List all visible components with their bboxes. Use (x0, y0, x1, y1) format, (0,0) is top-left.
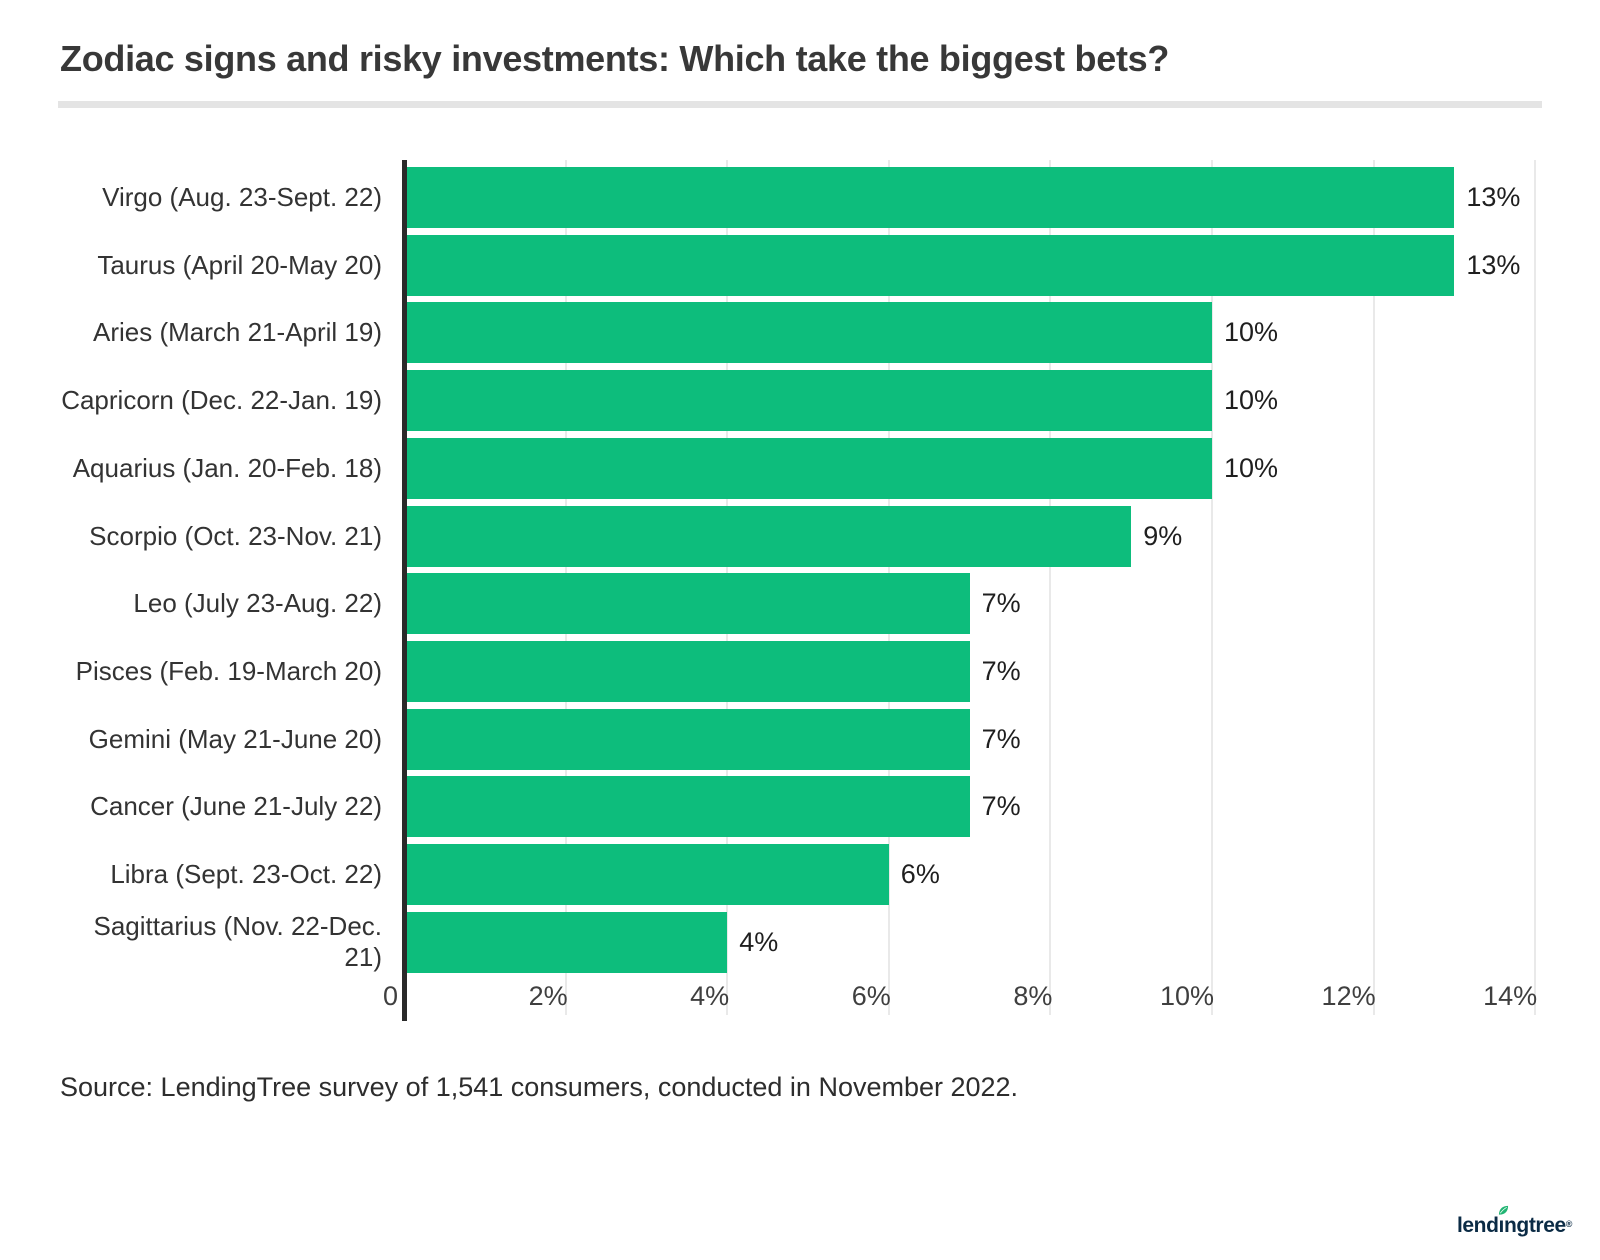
logo-text-before-i: lend (1456, 1214, 1499, 1237)
x-tick-label: 14% (1483, 980, 1538, 1011)
bar-cancer (407, 776, 970, 838)
source-note: Source: LendingTree survey of 1,541 cons… (60, 1072, 1019, 1102)
bar-taurus (407, 234, 1455, 296)
category-label: Pisces (Feb. 19-March 20) (75, 655, 382, 686)
category-label: Gemini (May 21-June 20) (88, 723, 382, 754)
x-tick-label: 0 (382, 980, 398, 1011)
title-divider (58, 101, 1542, 108)
bar-pisces (407, 640, 970, 702)
category-label: Libra (Sept. 23-Oct. 22) (110, 859, 382, 889)
gridline (1372, 160, 1375, 1015)
value-label: 7% (981, 791, 1021, 822)
bar-gemini (407, 708, 970, 770)
bar-virgo (407, 167, 1455, 228)
value-label: 13% (1466, 182, 1521, 212)
category-label: Leo (July 23-Aug. 22) (133, 588, 382, 619)
bar-aquarius (407, 437, 1212, 499)
value-label: 10% (1224, 317, 1279, 348)
logo-text-after-i: ngtree (1503, 1214, 1566, 1237)
bar-chart: Virgo (Aug. 23-Sept. 22) 13% Taurus (April… (60, 160, 1560, 1021)
gridline (1534, 160, 1537, 1015)
x-tick-label: 10% (1159, 980, 1214, 1011)
bar-capricorn (407, 370, 1212, 432)
bar-scorpio (407, 505, 1132, 567)
gridline (1049, 160, 1052, 1015)
value-label: 7% (981, 588, 1021, 619)
bar-sagittarius (407, 911, 728, 973)
leaf-icon (1498, 1205, 1508, 1215)
value-label: 13% (1466, 249, 1521, 280)
x-tick-label: 8% (1013, 980, 1053, 1011)
category-label: Aries (March 21-April 19) (93, 317, 382, 348)
bar-aries (407, 302, 1212, 364)
y-axis-line (402, 160, 407, 1021)
lendingtree-logo: lend ıngtree® (1456, 1205, 1573, 1238)
x-tick-label: 2% (528, 980, 568, 1011)
category-label: Capricorn (Dec. 22-Jan. 19) (61, 385, 382, 416)
value-label: 7% (981, 655, 1021, 686)
x-tick-label: 6% (851, 980, 891, 1011)
category-label: Scorpio (Oct. 23-Nov. 21) (89, 520, 382, 551)
category-label: Taurus (April 20-May 20) (97, 249, 382, 280)
x-tick-label: 4% (690, 980, 730, 1011)
page-title: Zodiac signs and risky investments: Whic… (60, 38, 1170, 79)
x-tick-label: 12% (1321, 980, 1376, 1011)
value-label: 9% (1143, 520, 1183, 551)
value-label: 10% (1224, 452, 1279, 483)
bar-libra (407, 844, 889, 905)
gridline (1211, 160, 1213, 1015)
logo-i: ı (1498, 1205, 1508, 1238)
value-label: 10% (1224, 385, 1279, 416)
value-label: 7% (981, 723, 1021, 754)
category-label: Sagittarius (Nov. 22-Dec. 21) (93, 911, 382, 973)
bar-leo (407, 573, 970, 635)
category-label: Virgo (Aug. 23-Sept. 22) (102, 182, 382, 212)
category-label: Cancer (June 21-July 22) (90, 791, 382, 822)
value-label: 4% (739, 926, 779, 957)
registered-mark: ® (1565, 1219, 1573, 1229)
value-label: 6% (900, 859, 940, 889)
category-label: Aquarius (Jan. 20-Feb. 18) (72, 452, 382, 483)
